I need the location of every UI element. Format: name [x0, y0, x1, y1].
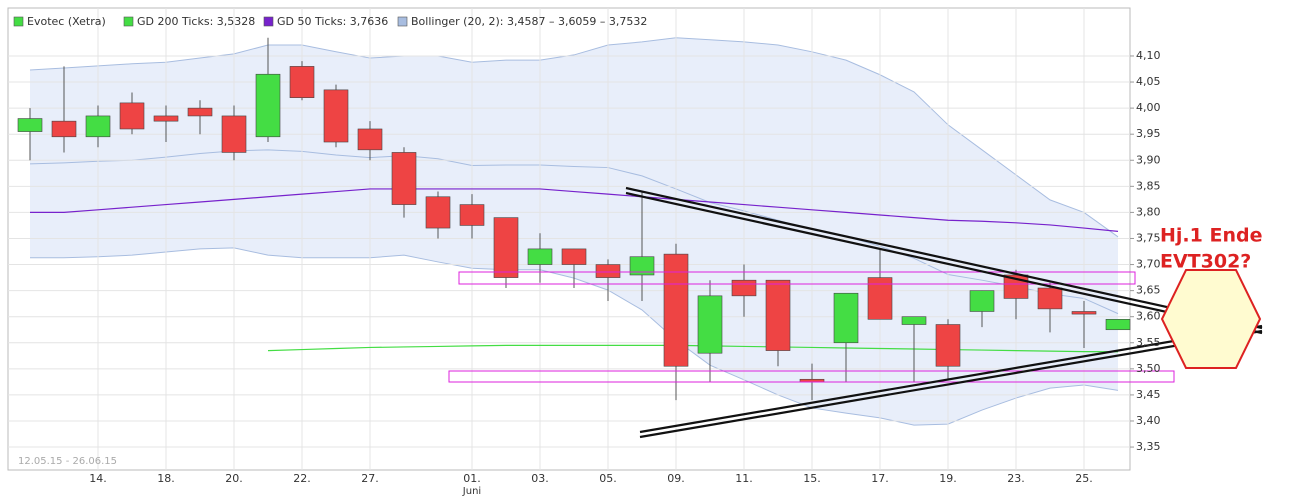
candle-body	[289, 66, 315, 98]
resistance-box	[458, 271, 1136, 285]
legend-label: GD 50 Ticks: 3,7636	[277, 15, 388, 28]
legend-label: GD 200 Ticks: 3,5328	[137, 15, 255, 28]
annotation: EVT302?	[1160, 251, 1251, 273]
candle-body	[17, 118, 43, 132]
y-tick-label: 3,40	[1136, 414, 1161, 427]
y-tick-label: 3,35	[1136, 440, 1161, 453]
support-box	[448, 370, 1175, 383]
x-tick-label: 09.	[667, 472, 685, 485]
legend-swatch	[263, 16, 274, 27]
month-label: Juni	[462, 486, 481, 497]
y-tick-label: 3,50	[1136, 362, 1161, 375]
candle-body	[935, 324, 961, 367]
y-tick-label: 3,95	[1136, 127, 1161, 140]
x-tick-label: 17.	[871, 472, 889, 485]
y-tick-label: 3,85	[1136, 179, 1161, 192]
legend-label: Evotec (Xetra)	[27, 15, 106, 28]
x-tick-label: 05.	[599, 472, 617, 485]
candle-body	[459, 204, 485, 226]
candle-body	[51, 120, 77, 138]
candle-body	[1105, 319, 1131, 331]
candle-body	[391, 152, 417, 205]
annotations: Hj.1 Ende EVT302?	[448, 186, 1263, 439]
candle-body	[833, 292, 859, 344]
candle-body	[901, 316, 927, 325]
candle-body	[731, 279, 757, 297]
candle-body	[119, 102, 145, 130]
ma-line	[30, 188, 1119, 232]
y-tick-label: 3,80	[1136, 205, 1161, 218]
y-tick-label: 4,10	[1136, 49, 1161, 62]
x-tick-label: 19.	[939, 472, 957, 485]
trend-lines	[625, 186, 1263, 439]
candle-body	[1037, 287, 1063, 310]
x-tick-label: 22.	[293, 472, 311, 485]
legend-label: Bollinger (20, 2): 3,4587 – 3,6059 – 3,7…	[411, 15, 647, 28]
y-tick-label: 4,00	[1136, 101, 1161, 114]
date-range: 12.05.15 - 26.06.15	[18, 456, 117, 467]
candle-body	[663, 253, 689, 367]
y-tick-label: 3,55	[1136, 336, 1161, 349]
candle-body	[221, 115, 247, 153]
annotation: Hj.1 Ende	[1160, 225, 1262, 247]
candle-body	[527, 248, 553, 265]
candle-body	[493, 217, 519, 278]
x-tick-label: 27.	[361, 472, 379, 485]
x-tick-label: 23.	[1007, 472, 1025, 485]
candle-body	[357, 128, 383, 151]
x-tick-label: 20.	[225, 472, 243, 485]
y-tick-label: 3,60	[1136, 310, 1161, 323]
bollinger-middle	[29, 149, 1119, 315]
legend-swatch	[397, 16, 408, 27]
candle-body	[799, 378, 825, 383]
y-tick-label: 3,65	[1136, 284, 1161, 297]
legend-swatch	[13, 16, 24, 27]
candle-body	[187, 107, 213, 117]
legend-swatch	[123, 16, 134, 27]
x-tick-label: 25.	[1075, 472, 1093, 485]
x-tick-label: 18.	[157, 472, 175, 485]
bollinger-upper	[29, 37, 1119, 238]
ma-line	[267, 344, 1119, 353]
y-tick-label: 3,75	[1136, 231, 1161, 244]
candle-body	[153, 115, 179, 122]
candle-body	[867, 277, 893, 320]
candle-body	[323, 89, 349, 143]
candle-body	[255, 73, 281, 138]
candle-body	[85, 115, 111, 138]
x-tick-label: 14.	[89, 472, 107, 485]
candle-body	[765, 279, 791, 351]
candle-body	[595, 264, 621, 278]
x-tick-label: 11.	[735, 472, 753, 485]
candle-body	[425, 196, 451, 229]
target-hexagon	[1160, 269, 1262, 369]
candle-body	[697, 295, 723, 354]
x-tick-label: 15.	[803, 472, 821, 485]
x-tick-label: 01.	[463, 472, 481, 485]
y-tick-label: 4,05	[1136, 75, 1161, 88]
candle-body	[969, 290, 995, 312]
candle-body	[629, 256, 655, 276]
candle-body	[561, 248, 587, 265]
y-tick-label: 3,70	[1136, 258, 1161, 271]
candle-body	[1071, 311, 1097, 315]
y-tick-label: 3,90	[1136, 153, 1161, 166]
y-tick-label: 3,45	[1136, 388, 1161, 401]
x-tick-label: 03.	[531, 472, 549, 485]
